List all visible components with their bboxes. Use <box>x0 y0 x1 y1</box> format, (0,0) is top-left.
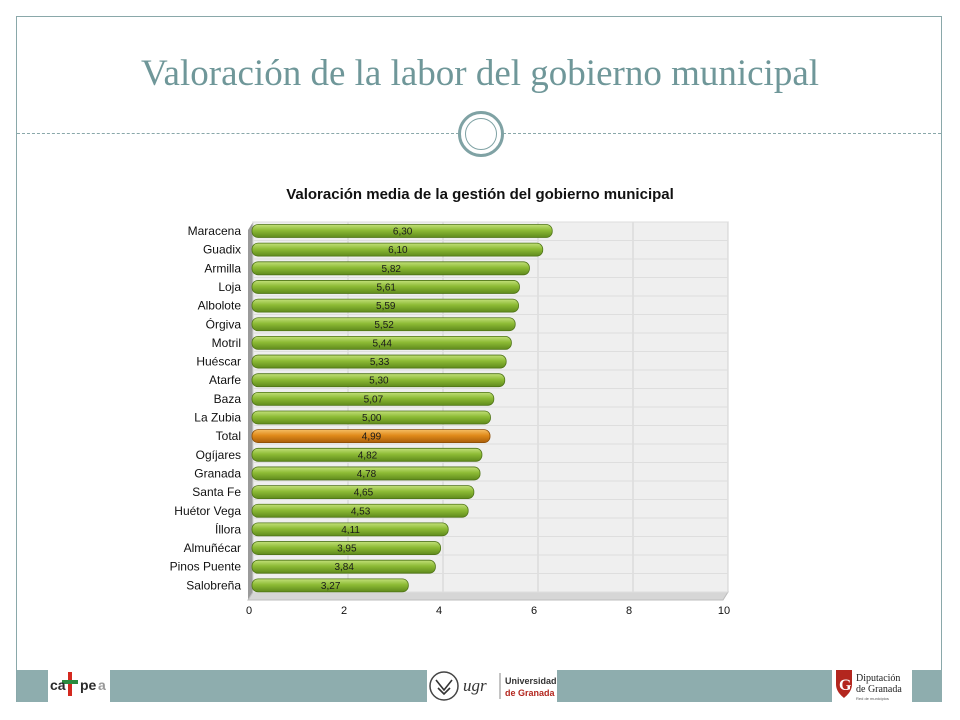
bar <box>251 503 469 518</box>
bar <box>251 224 553 238</box>
bar <box>251 447 483 462</box>
svg-text:pe: pe <box>80 677 97 693</box>
chart-title: Valoración media de la gestión del gobie… <box>0 186 960 203</box>
x-tick-label: 2 <box>341 605 347 617</box>
data-label: 4,11 <box>341 525 360 536</box>
data-label: 5,44 <box>372 338 392 349</box>
data-label: 3,95 <box>337 544 357 555</box>
data-label: 5,33 <box>370 357 390 368</box>
bar <box>251 485 475 500</box>
bar <box>251 373 506 388</box>
diputacion-logo: G Diputación de Granada Red de municipio… <box>832 664 912 704</box>
data-label: 5,07 <box>364 394 384 405</box>
bar <box>251 354 507 369</box>
category-label: Albolote <box>198 299 242 313</box>
category-label: Huéscar <box>196 355 241 369</box>
bar <box>251 335 512 350</box>
category-label: Pinos Puente <box>170 560 242 574</box>
data-label: 5,30 <box>369 376 389 387</box>
x-tick-label: 8 <box>626 605 632 617</box>
category-label: Atarfe <box>209 373 241 387</box>
category-label: Guadix <box>203 243 241 257</box>
chart-title-text: Valoración media de la gestión del gobie… <box>286 186 674 203</box>
svg-text:a: a <box>98 677 106 693</box>
category-label: Santa Fe <box>192 485 241 499</box>
x-tick-label: 6 <box>531 605 537 617</box>
x-tick-label: 0 <box>246 605 252 617</box>
data-label: 4,99 <box>362 432 382 443</box>
data-label: 3,27 <box>321 581 341 592</box>
category-label: Granada <box>194 466 241 480</box>
plot-side-wall <box>248 222 253 600</box>
ugr-line2: de Granada <box>505 688 556 698</box>
ugr-line1: Universidad <box>505 676 557 686</box>
dipu-line3: Red de municipios <box>856 696 889 701</box>
data-label: 5,59 <box>376 301 396 312</box>
data-label: 6,10 <box>388 245 408 256</box>
data-label: 6,30 <box>393 227 413 238</box>
ugr-logo: ugr Universidad de Granada <box>427 668 557 704</box>
ugr-logo-icon: ugr Universidad de Granada <box>429 671 557 701</box>
slide-title: Valoración de la labor del gobierno muni… <box>140 53 820 94</box>
svg-text:ca: ca <box>50 677 66 693</box>
category-label: Íllora <box>215 521 241 536</box>
dipu-line1: Diputación <box>856 673 900 684</box>
data-label: 4,78 <box>357 469 377 480</box>
bar <box>251 410 491 425</box>
data-label: 5,00 <box>362 413 382 424</box>
cadpea-logo: ca pe a <box>48 666 110 702</box>
data-label: 5,52 <box>374 320 394 331</box>
bar <box>251 522 449 537</box>
data-label: 5,61 <box>377 282 397 293</box>
bar <box>251 298 519 313</box>
category-label: Órgiva <box>206 316 242 331</box>
category-label: Loja <box>218 280 241 294</box>
data-label: 4,82 <box>358 450 378 461</box>
title-divider-right <box>503 133 941 134</box>
category-label: Baza <box>214 392 242 406</box>
bar <box>251 578 409 593</box>
ugr-mark: ugr <box>463 676 487 695</box>
circle-ornament-icon <box>458 111 504 157</box>
category-label: Ogíjares <box>196 448 241 462</box>
x-tick-label: 4 <box>436 605 442 617</box>
bar <box>251 261 530 276</box>
bar <box>251 317 516 332</box>
data-label: 3,84 <box>334 562 354 573</box>
data-label: 4,65 <box>354 488 374 499</box>
category-label: Total <box>216 429 241 443</box>
bar <box>251 242 544 257</box>
circle-ornament-inner <box>465 118 497 150</box>
category-label: Maracena <box>188 224 242 238</box>
bar <box>251 559 436 574</box>
data-label: 5,82 <box>381 264 401 275</box>
data-label: 4,53 <box>351 506 371 517</box>
diputacion-logo-icon: G Diputación de Granada Red de municipio… <box>836 670 902 701</box>
bar <box>251 429 491 444</box>
category-label: La Zubia <box>194 411 241 425</box>
plot-floor <box>247 591 729 601</box>
bar <box>251 466 481 481</box>
dipu-line2: de Granada <box>856 684 902 695</box>
category-label: Almuñécar <box>184 541 241 555</box>
title-divider-left <box>17 133 459 134</box>
category-label: Salobreña <box>186 578 241 592</box>
category-label: Armilla <box>204 261 241 275</box>
category-label: Motril <box>212 336 241 350</box>
bar <box>251 391 495 406</box>
x-tick-label: 10 <box>718 605 730 617</box>
category-label: Huétor Vega <box>174 504 241 518</box>
bar <box>251 280 520 294</box>
cadpea-logo-icon: ca pe a <box>50 672 106 696</box>
bar <box>251 541 442 555</box>
svg-text:G: G <box>839 677 852 694</box>
